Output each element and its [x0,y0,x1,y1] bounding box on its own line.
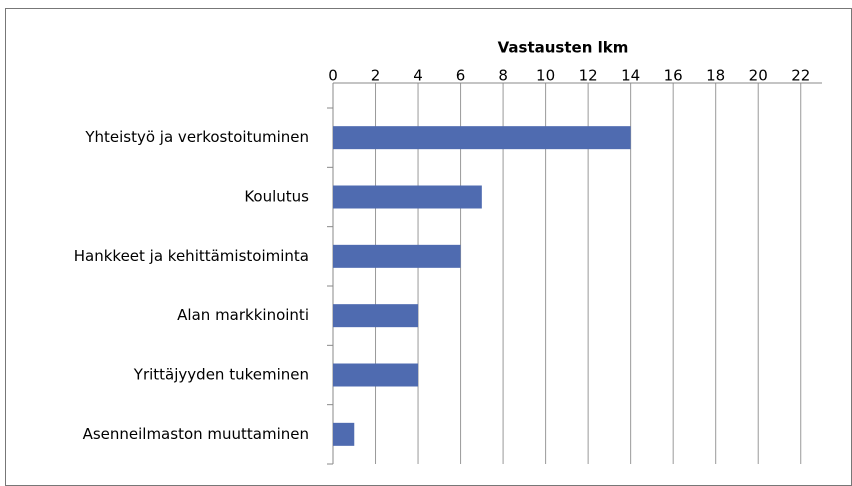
x-tick-label: 10 [536,67,555,85]
bar [333,304,419,328]
bar [333,126,631,150]
x-tick-label: 18 [706,67,725,85]
x-axis-title: Vastausten lkm [498,39,629,57]
x-tick-label: 16 [664,67,683,85]
x-tick-label: 20 [749,67,768,85]
y-tick-label: Alan markkinointi [177,306,309,324]
x-tick-label: 14 [621,67,640,85]
y-tick-label: Yrittäjyyden tukeminen [133,366,309,384]
y-tick-label: Hankkeet ja kehittämistoiminta [74,247,309,265]
bar [333,363,419,387]
x-tick-label: 8 [498,67,508,85]
y-tick-label: Asenneilmaston muuttaminen [83,425,309,443]
y-tick-label: Yhteistyö ja verkostoituminen [84,128,309,146]
bar [333,422,355,446]
bar [333,185,482,209]
x-tick-label: 2 [371,67,381,85]
x-tick-label: 22 [791,67,810,85]
x-tick-label: 0 [328,67,338,85]
x-tick-label: 6 [456,67,466,85]
x-tick-label: 12 [579,67,598,85]
bar [333,244,461,268]
x-tick-label: 4 [413,67,423,85]
y-tick-label: Koulutus [244,188,309,206]
